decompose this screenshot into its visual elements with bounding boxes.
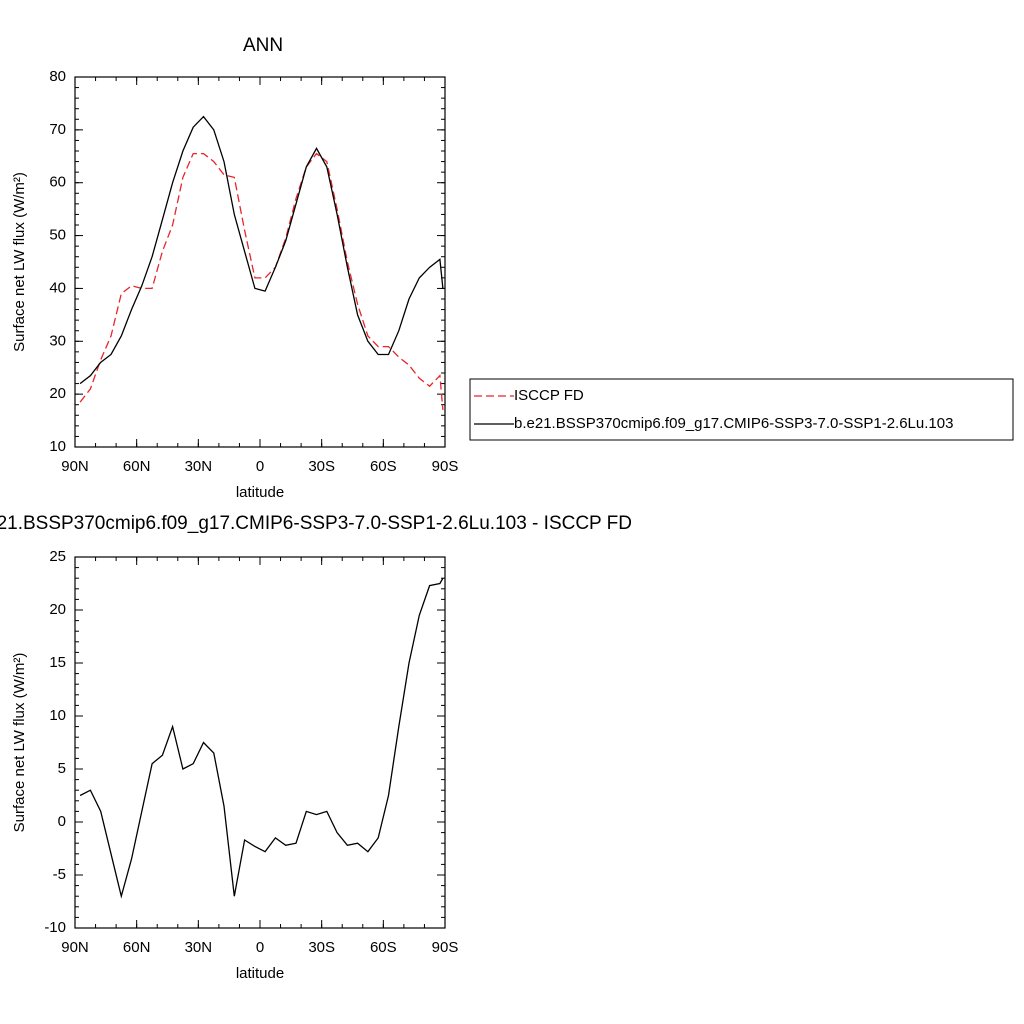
y-tick-label: 10	[49, 707, 66, 724]
y-tick-label: 5	[58, 760, 66, 777]
x-tick-label: 30N	[185, 458, 213, 475]
x-axis-label: latitude	[236, 484, 284, 501]
x-tick-label: 30S	[308, 458, 335, 475]
y-tick-label: 15	[49, 654, 66, 671]
data-line	[79, 577, 444, 899]
plot-frame	[74, 76, 446, 448]
y-tick-label: 25	[49, 548, 66, 565]
y-tick-label: 10	[49, 438, 66, 455]
y-axis-label: Surface net LW flux (W/m²)	[11, 172, 28, 352]
legend-label: b.e21.BSSP370cmip6.f09_g17.CMIP6-SSP3-7.…	[514, 415, 953, 432]
chart-title: ANN	[243, 35, 283, 56]
x-tick-label: 60N	[123, 939, 151, 956]
x-tick-label: 90S	[432, 458, 459, 475]
y-tick-label: 30	[49, 332, 66, 349]
x-tick-label: 0	[256, 458, 264, 475]
y-tick-label: 20	[49, 385, 66, 402]
legend-box	[469, 378, 1014, 441]
x-tick-label: 30N	[185, 939, 213, 956]
x-tick-label: 90S	[432, 939, 459, 956]
x-tick-label: 0	[256, 939, 264, 956]
legend-label: ISCCP FD	[514, 387, 584, 404]
y-tick-label: 50	[49, 227, 66, 244]
x-tick-label: 60N	[123, 458, 151, 475]
y-axis-label: Surface net LW flux (W/m²)	[11, 653, 28, 833]
y-tick-label: 20	[49, 601, 66, 618]
y-tick-label: -10	[44, 919, 66, 936]
x-tick-label: 60S	[370, 939, 397, 956]
y-tick-label: 0	[58, 813, 66, 830]
x-axis-label: latitude	[236, 965, 284, 982]
x-tick-label: 60S	[370, 458, 397, 475]
y-tick-label: 70	[49, 121, 66, 138]
y-tick-label: 80	[49, 68, 66, 85]
y-tick-label: -5	[53, 866, 66, 883]
x-tick-label: 30S	[308, 939, 335, 956]
y-tick-label: 60	[49, 174, 66, 191]
plot-frame	[74, 556, 446, 929]
data-line	[79, 115, 444, 385]
x-tick-label: 90N	[61, 939, 89, 956]
y-tick-label: 40	[49, 279, 66, 296]
x-tick-label: 90N	[61, 458, 89, 475]
chart-title: b.e21.BSSP370cmip6.f09_g17.CMIP6-SSP3-7.…	[0, 513, 632, 534]
data-line	[79, 152, 444, 411]
